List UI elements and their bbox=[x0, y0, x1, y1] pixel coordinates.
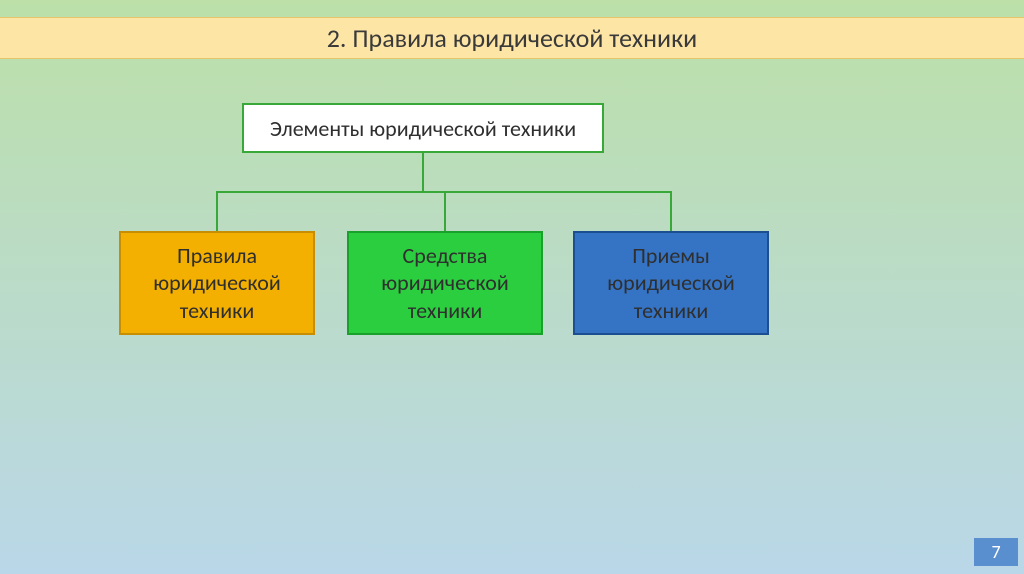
connector-child-1 bbox=[216, 191, 218, 231]
page-number: 7 bbox=[991, 541, 1000, 563]
diagram-child-methods-label: Приемы юридической техники bbox=[581, 242, 761, 325]
connector-child-2 bbox=[444, 191, 446, 231]
connector-child-3 bbox=[670, 191, 672, 231]
diagram-child-rules-label: Правила юридической техники bbox=[127, 242, 307, 325]
diagram-child-means: Средства юридической техники bbox=[347, 231, 543, 335]
page-number-badge: 7 bbox=[974, 538, 1018, 566]
diagram-root-label: Элементы юридической техники bbox=[270, 115, 576, 142]
title-bar: 2. Правила юридической техники bbox=[0, 17, 1024, 59]
diagram-root-box: Элементы юридической техники bbox=[242, 103, 604, 153]
connector-root-vertical bbox=[422, 153, 424, 191]
diagram-child-rules: Правила юридической техники bbox=[119, 231, 315, 335]
diagram-child-methods: Приемы юридической техники bbox=[573, 231, 769, 335]
slide-title: 2. Правила юридической техники bbox=[327, 22, 697, 54]
diagram-child-means-label: Средства юридической техники bbox=[355, 242, 535, 325]
